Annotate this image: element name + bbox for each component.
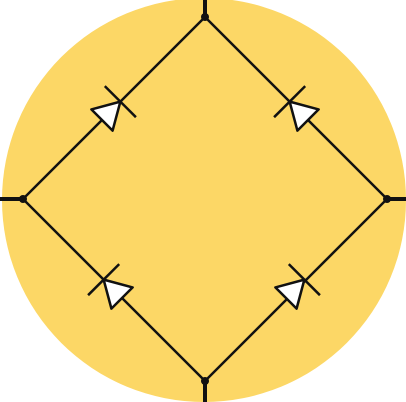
diode-d4-bar: [287, 263, 321, 297]
junction-bottom: [201, 377, 209, 385]
diode-d3: [87, 263, 134, 310]
junction-top: [201, 13, 209, 21]
diode-d1: [90, 85, 137, 132]
diode-d3-bar: [87, 263, 121, 297]
diode-d2-bar: [273, 85, 307, 119]
diode-d4-triangle: [274, 278, 306, 310]
junction-left: [19, 195, 27, 203]
diode-d2: [273, 85, 320, 132]
diode-d1-bar: [103, 85, 137, 119]
junctions: [19, 13, 391, 385]
diode-d3-triangle: [102, 278, 134, 310]
diode-d1-triangle: [90, 100, 122, 132]
diode-d2-triangle: [288, 100, 320, 132]
diode-d4: [274, 263, 321, 310]
junction-right: [383, 195, 391, 203]
